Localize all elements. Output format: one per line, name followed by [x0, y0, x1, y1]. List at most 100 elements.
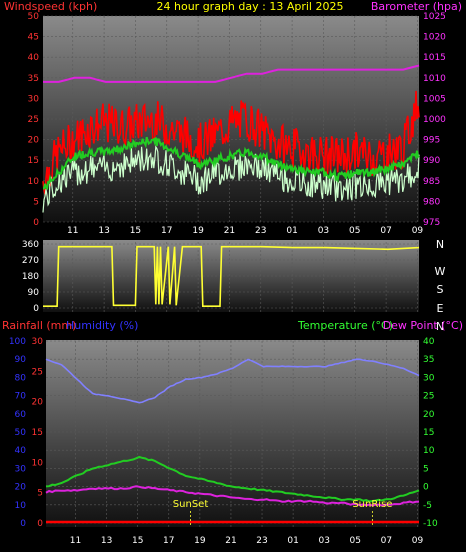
temperature-axis-label: Temperature (°C) [297, 319, 393, 332]
barometer-tick-label: 975 [423, 218, 440, 228]
sun-event-label: SunSet [173, 499, 209, 510]
rainfall-tick-label: 0 [37, 519, 43, 529]
x-tick-label: 05 [350, 536, 361, 546]
graph-title: 24 hour graph day : 13 April 2025 [157, 0, 344, 13]
gust-series-line [42, 90, 420, 195]
x-tick-label: 11 [67, 226, 78, 236]
windspeed-tick-label: 50 [28, 12, 40, 22]
barometer-series-line [43, 64, 420, 83]
x-tick-label: 13 [101, 536, 112, 546]
wind-series-group [42, 64, 420, 213]
rainfall-axis-label: Rainfall (mm) [2, 319, 76, 332]
windspeed-tick-label: 25 [28, 115, 39, 125]
barometer-tick-label: 985 [423, 177, 440, 187]
humidity-tick-label: 20 [15, 483, 27, 493]
average-wind-series-line [42, 136, 420, 190]
direction-tick-label: 270 [22, 256, 39, 266]
compass-label: N [436, 238, 444, 251]
barometer-axis-label: Barometer (hpa) [371, 0, 462, 13]
barometer-tick-label: 1005 [423, 94, 446, 104]
humidity-tick-label: 90 [15, 355, 27, 365]
humidity-tick-label: 0 [20, 519, 26, 529]
temperature-tick-label: 35 [423, 355, 434, 365]
x-tick-label: 17 [163, 536, 174, 546]
humidity-tick-label: 80 [15, 373, 27, 383]
windspeed-tick-label: 45 [28, 33, 39, 43]
sun-event-label: SunRise [352, 499, 392, 510]
temperature-tick-label: 30 [423, 373, 435, 383]
humidity-tick-label: 40 [15, 446, 27, 456]
x-tick-label: 21 [224, 226, 235, 236]
x-tick-label: 21 [225, 536, 236, 546]
rainfall-tick-label: 10 [32, 458, 44, 468]
windspeed-series-line [42, 145, 420, 213]
windspeed-tick-label: 40 [28, 53, 40, 63]
x-tick-label: 09 [412, 536, 424, 546]
temperature-plot-area [46, 340, 419, 527]
temperature-tick-label: 0 [423, 483, 429, 493]
x-tick-label: 05 [349, 226, 360, 236]
humidity-tick-label: 10 [15, 501, 27, 511]
barometer-tick-label: 1010 [423, 74, 446, 84]
rainfall-tick-label: 25 [32, 367, 43, 377]
windspeed-tick-label: 30 [28, 94, 40, 104]
x-tick-label: 03 [318, 536, 329, 546]
dewpoint-axis-label: Dew Point (°C) [383, 319, 463, 332]
barometer-tick-label: 1015 [423, 53, 446, 63]
humidity-tick-label: 30 [15, 464, 27, 474]
direction-tick-label: 0 [33, 304, 39, 314]
temperature-gridlines [46, 340, 419, 527]
x-tick-label: 15 [132, 536, 143, 546]
temperature-axes: -10-505101520253035400102030405060708090… [9, 337, 438, 546]
temperature-tick-label: 15 [423, 428, 434, 438]
temperature-tick-label: -5 [423, 501, 432, 511]
windspeed-tick-label: 15 [28, 156, 39, 166]
direction-series-group [43, 245, 420, 308]
compass-label: W [435, 265, 446, 278]
temperature-tick-label: 10 [423, 446, 435, 456]
x-tick-label: 11 [70, 536, 81, 546]
windspeed-tick-label: 10 [28, 177, 40, 187]
dewpoint-series-line [45, 485, 420, 507]
x-tick-label: 09 [412, 226, 424, 236]
temperature-tick-label: 5 [423, 464, 429, 474]
temperature-tick-label: 40 [423, 337, 435, 347]
wind-axes: 0 975 5 980 10 985 15 990 20 995 25 1000 30 1005 35 101… [28, 12, 447, 236]
windspeed-tick-label: 5 [33, 197, 39, 207]
barometer-tick-label: 1020 [423, 33, 446, 43]
x-tick-label: 07 [381, 536, 392, 546]
windspeed-tick-label: 0 [33, 218, 39, 228]
barometer-tick-label: 980 [423, 197, 440, 207]
temperature-humidity-panel: Rainfall (mm) Humidity (%) Temperature (… [2, 319, 463, 546]
rainfall-tick-label: 20 [32, 398, 44, 408]
humidity-tick-label: 70 [15, 392, 27, 402]
humidity-series-line [45, 358, 420, 404]
direction-tick-label: 360 [22, 240, 39, 250]
humidity-tick-label: 100 [9, 337, 26, 347]
x-tick-label: 01 [287, 536, 298, 546]
barometer-tick-label: 990 [423, 156, 440, 166]
barometer-tick-label: 995 [423, 136, 440, 146]
humidity-tick-label: 50 [15, 428, 27, 438]
x-tick-label: 13 [98, 226, 109, 236]
temperature-series-line [45, 455, 420, 503]
direction-tick-label: 90 [28, 288, 40, 298]
compass-label: E [437, 302, 444, 315]
direction-gridlines [43, 240, 419, 312]
windspeed-axis-label: Windspeed (kph) [4, 0, 97, 13]
compass-label: S [437, 283, 444, 296]
x-tick-label: 19 [192, 226, 204, 236]
temperature-series-group: SunSet SunRise [45, 358, 420, 527]
compass-label: N [436, 320, 444, 333]
direction-tick-label: 180 [22, 272, 39, 282]
rainfall-tick-label: 15 [32, 428, 43, 438]
barometer-tick-label: 1000 [423, 115, 446, 125]
rainfall-tick-label: 30 [32, 337, 44, 347]
windspeed-tick-label: 20 [28, 136, 40, 146]
wind-barometer-panel: Windspeed (kph) 24 hour graph day : 13 A… [4, 0, 462, 236]
x-tick-label: 01 [286, 226, 297, 236]
humidity-tick-label: 60 [15, 410, 27, 420]
